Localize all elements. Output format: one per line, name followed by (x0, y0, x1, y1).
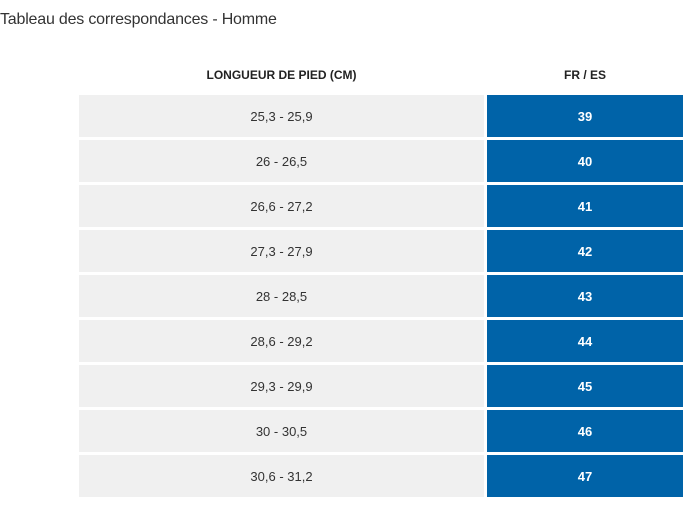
shoe-size-cell: 39 (487, 95, 683, 137)
foot-length-cell: 30,6 - 31,2 (79, 455, 484, 497)
table-row: 30 - 30,5 46 (79, 410, 683, 452)
header-fr-es-size: FR / ES (563, 68, 606, 82)
foot-length-cell: 26,6 - 27,2 (79, 185, 484, 227)
page-title: Tableau des correspondances - Homme (0, 11, 277, 28)
foot-length-cell: 25,3 - 25,9 (79, 95, 484, 137)
shoe-size-cell: 47 (487, 455, 683, 497)
table-row: 26,6 - 27,2 41 (79, 185, 683, 227)
foot-length-cell: 30 - 30,5 (79, 410, 484, 452)
foot-length-cell: 26 - 26,5 (79, 140, 484, 182)
table-row: 30,6 - 31,2 47 (79, 455, 683, 497)
shoe-size-cell: 45 (487, 365, 683, 407)
shoe-size-cell: 44 (487, 320, 683, 362)
foot-length-cell: 29,3 - 29,9 (79, 365, 484, 407)
table-row: 29,3 - 29,9 45 (79, 365, 683, 407)
foot-length-cell: 27,3 - 27,9 (79, 230, 484, 272)
table-header-row: LONGUEUR DE PIED (CM) FR / ES (79, 55, 683, 95)
header-foot-length: LONGUEUR DE PIED (CM) (206, 68, 357, 82)
shoe-size-cell: 42 (487, 230, 683, 272)
size-correspondence-table: LONGUEUR DE PIED (CM) FR / ES 25,3 - 25,… (79, 55, 683, 497)
shoe-size-cell: 43 (487, 275, 683, 317)
table-row: 28 - 28,5 43 (79, 275, 683, 317)
table-row: 28,6 - 29,2 44 (79, 320, 683, 362)
shoe-size-cell: 46 (487, 410, 683, 452)
foot-length-cell: 28 - 28,5 (79, 275, 484, 317)
shoe-size-cell: 40 (487, 140, 683, 182)
shoe-size-cell: 41 (487, 185, 683, 227)
table-row: 26 - 26,5 40 (79, 140, 683, 182)
table-row: 27,3 - 27,9 42 (79, 230, 683, 272)
table-row: 25,3 - 25,9 39 (79, 95, 683, 137)
foot-length-cell: 28,6 - 29,2 (79, 320, 484, 362)
